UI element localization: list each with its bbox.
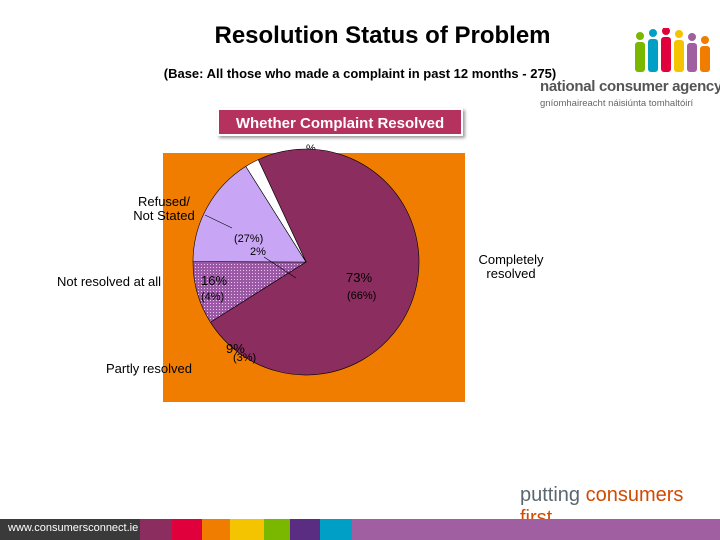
footer-bar-segment [202,519,230,540]
annotation-completely: (66%) [347,290,377,302]
footer-bar-segment [172,519,202,540]
annotation-refused: (27%) [234,233,264,245]
page-title: Resolution Status of Problem [214,22,551,49]
label-refused: Refused/ Not Stated [120,195,208,223]
annotation-partly: (3%) [233,352,257,364]
page-subtitle: (Base: All those who made a complaint in… [163,66,557,81]
footer-color-bar [0,519,720,540]
footer-bar-segment [320,519,352,540]
leader-line [263,256,297,279]
label-completely-resolved: Completely resolved [470,253,552,281]
value-not-resolved: 16% [201,273,228,288]
leader-line [204,214,233,229]
slice-not-resolved [192,165,307,263]
label-partly-resolved: Partly resolved [106,361,192,376]
label-refused-line2: Not Stated [133,208,195,223]
value-refused: 2% [250,246,266,258]
footer-bar-segment [230,519,264,540]
label-completely-line2: resolved [486,266,536,281]
label-not-resolved: Not resolved at all [57,274,162,289]
label-refused-line1: Refused/ [137,194,191,209]
footer-bar-segment [264,519,290,540]
agency-logo: national consumer agency gníomhaireacht … [540,27,720,110]
value-partly: 9% [226,341,245,356]
people-logo-icon [635,27,710,72]
footer-bar-segment [140,519,172,540]
slogan-part1: putting [520,484,586,506]
annotation-not-resolved: (4%) [201,291,225,303]
footer-bar-segment [0,519,140,540]
logo-irish-name: gníomhaireacht náisiúnta tomhaltóirí [540,98,694,109]
slice-refused [245,159,307,263]
slice-completely-resolved [209,148,420,376]
footer-url[interactable]: www.consumersconnect.ie [8,522,139,534]
chart-caption: Whether Complaint Resolved [217,108,463,136]
value-completely: 73% [346,270,373,285]
footer-bar-segment [290,519,320,540]
label-completely-line1: Completely [478,252,544,267]
footer-bar-segment [352,519,720,540]
logo-name: national consumer agency [540,78,720,95]
